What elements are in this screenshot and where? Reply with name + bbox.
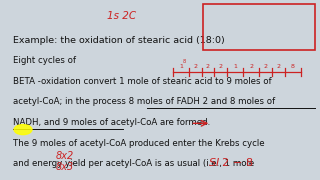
Text: 8x3: 8x3: [56, 162, 74, 172]
Text: 2: 2: [276, 64, 280, 69]
Bar: [203, 4, 315, 50]
Text: $\mathit{SI}$ $\mathit{2}$ $-$ $\mathit{8}$: $\mathit{SI}$ $\mathit{2}$ $-$ $\mathit{…: [208, 156, 254, 168]
Text: Example: the oxidation of stearic acid (18:0): Example: the oxidation of stearic acid (…: [13, 36, 225, 45]
Text: 2: 2: [206, 64, 210, 69]
Text: 1s 2C: 1s 2C: [107, 11, 136, 21]
Text: 1: 1: [179, 64, 183, 69]
Text: 8: 8: [291, 64, 295, 69]
Text: Eight cycles of: Eight cycles of: [13, 56, 76, 65]
Text: 2: 2: [264, 64, 268, 69]
Text: 8x2: 8x2: [56, 151, 74, 161]
Text: The 9 moles of acetyl-CoA produced enter the Krebs cycle: The 9 moles of acetyl-CoA produced enter…: [13, 139, 264, 148]
Text: and energy yield per acetyl-CoA is as usual (i.e., 1 mole: and energy yield per acetyl-CoA is as us…: [13, 159, 254, 168]
Text: 8: 8: [182, 59, 186, 64]
Text: 1: 1: [233, 64, 237, 69]
Text: 2: 2: [193, 64, 197, 69]
Text: 2: 2: [219, 64, 223, 69]
Text: 2: 2: [249, 64, 253, 69]
Text: NADH, and 9 moles of acetyl-CoA are formed.: NADH, and 9 moles of acetyl-CoA are form…: [13, 118, 210, 127]
Circle shape: [14, 125, 32, 135]
Text: acetyl-CoA; in the process 8 moles of FADH 2 and 8 moles of: acetyl-CoA; in the process 8 moles of FA…: [13, 97, 275, 106]
Text: BETA -oxidation convert 1 mole of stearic acid to 9 moles of: BETA -oxidation convert 1 mole of steari…: [13, 77, 271, 86]
